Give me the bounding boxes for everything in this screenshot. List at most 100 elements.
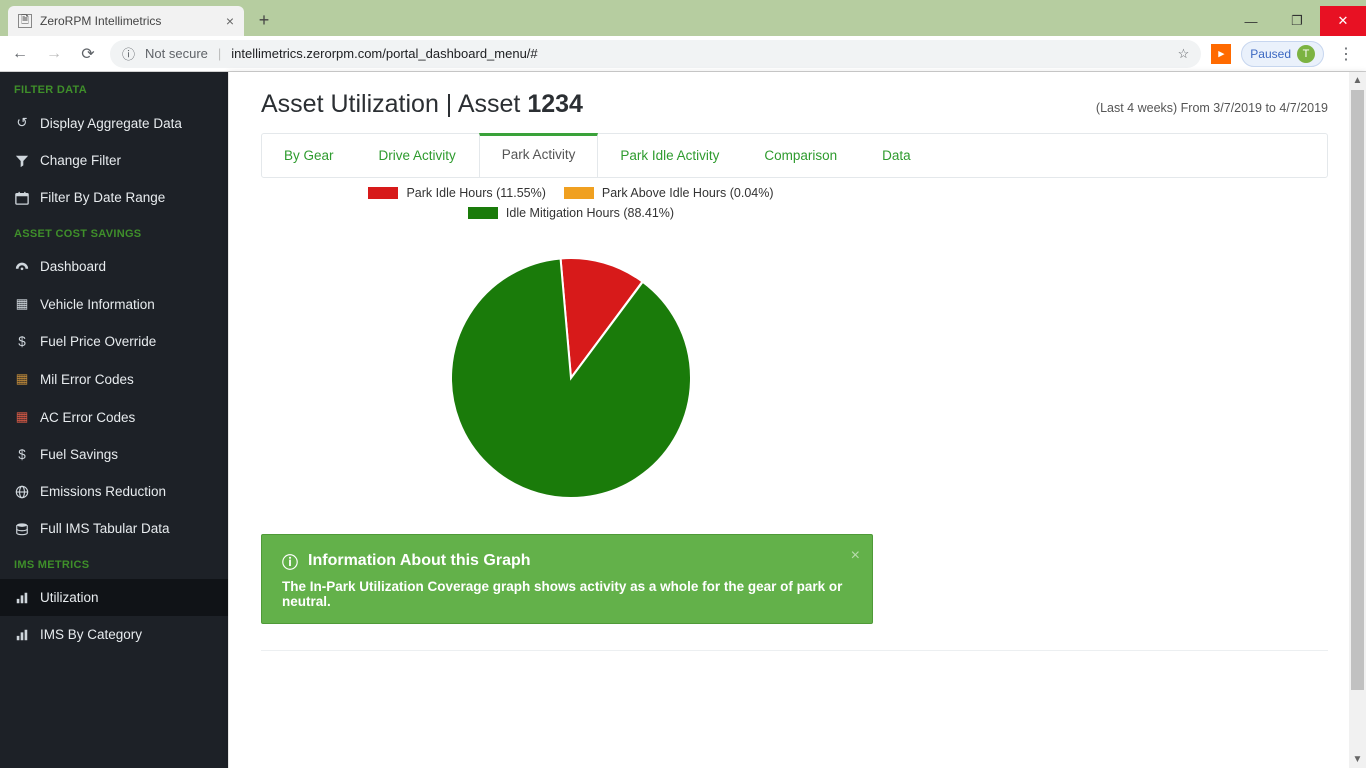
security-info-icon[interactable]: ⓘ (122, 44, 135, 63)
browser-titlebar: 🗎 ZeroRPM Intellimetrics × + — ❐ ✕ (0, 0, 1366, 36)
page-header: Asset Utilization | Asset 1234 (Last 4 w… (261, 90, 1328, 119)
sidebar-item-change-filter[interactable]: Change Filter (0, 142, 228, 179)
sidebar-item-label: IMS By Category (40, 627, 142, 642)
sidebar-section-title: IMS METRICS (0, 547, 228, 579)
bookmark-star-icon[interactable]: ☆ (1178, 46, 1190, 62)
url-text: intellimetrics.zerorpm.com/portal_dashbo… (231, 46, 537, 61)
filter-by-date-range-icon (14, 191, 30, 205)
tab-favicon-icon: 🗎 (18, 14, 32, 28)
legend-label: Park Idle Hours (11.55%) (406, 186, 545, 200)
window-minimize-button[interactable]: — (1228, 6, 1274, 36)
browser-tab[interactable]: 🗎 ZeroRPM Intellimetrics × (8, 6, 244, 36)
sidebar-item-ac-error-codes[interactable]: ▦ AC Error Codes (0, 398, 228, 436)
sidebar-section-title: FILTER DATA (0, 72, 228, 104)
utilization-icon (14, 591, 30, 605)
mil-error-codes-icon: ▦ (14, 371, 30, 387)
legend-swatch (368, 187, 398, 199)
fuel-savings-icon: $ (14, 447, 30, 462)
browser-toolbar: ← → ⟳ ⓘ Not secure | intellimetrics.zero… (0, 36, 1366, 72)
window-close-button[interactable]: ✕ (1320, 6, 1366, 36)
sidebar-section-title: ASSET COST SAVINGS (0, 216, 228, 248)
sidebar-item-display-aggregate-data[interactable]: ↺ Display Aggregate Data (0, 104, 228, 142)
app-root: FILTER DATA ↺ Display Aggregate Data Change… (0, 72, 1366, 768)
tab-park-idle-activity[interactable]: Park Idle Activity (598, 134, 742, 177)
scroll-up-icon[interactable]: ▲ (1349, 72, 1366, 89)
sidebar-item-label: Vehicle Information (40, 297, 155, 312)
pie-chart (281, 228, 861, 528)
legend-item: Park Idle Hours (11.55%) (368, 186, 545, 200)
sidebar-item-label: Change Filter (40, 153, 121, 168)
new-tab-button[interactable]: + (250, 6, 278, 34)
sidebar-item-mil-error-codes[interactable]: ▦ Mil Error Codes (0, 360, 228, 398)
browser-menu-button[interactable]: ⋮ (1334, 44, 1358, 64)
sidebar-item-full-ims-tabular[interactable]: Full IMS Tabular Data (0, 510, 228, 547)
sidebar-item-filter-by-date-range[interactable]: Filter By Date Range (0, 179, 228, 216)
nav-forward-button[interactable]: → (42, 45, 66, 63)
sidebar-item-label: Display Aggregate Data (40, 116, 182, 131)
sidebar-item-dashboard[interactable]: Dashboard (0, 248, 228, 285)
sidebar-item-label: Mil Error Codes (40, 372, 134, 387)
nav-back-button[interactable]: ← (8, 45, 32, 63)
tab-title: ZeroRPM Intellimetrics (40, 14, 161, 28)
legend-swatch (564, 187, 594, 199)
tab-data[interactable]: Data (860, 134, 934, 177)
sidebar-item-utilization[interactable]: Utilization (0, 579, 228, 616)
main-content: Asset Utilization | Asset 1234 (Last 4 w… (228, 72, 1366, 768)
legend-swatch (468, 207, 498, 219)
sidebar-item-emissions-reduction[interactable]: Emissions Reduction (0, 473, 228, 510)
profile-paused-pill[interactable]: Paused T (1241, 41, 1324, 67)
security-label: Not secure (145, 46, 208, 61)
info-body: The In-Park Utilization Coverage graph s… (282, 579, 852, 609)
sidebar-item-label: Fuel Price Override (40, 334, 156, 349)
sidebar-item-label: AC Error Codes (40, 410, 135, 425)
sidebar-item-vehicle-information[interactable]: ▦ Vehicle Information (0, 285, 228, 323)
page-title: Asset Utilization | Asset 1234 (261, 90, 583, 119)
chart-area: Park Idle Hours (11.55%) Park Above Idle … (261, 186, 881, 528)
page-title-prefix: Asset Utilization | Asset (261, 90, 527, 118)
section-divider (261, 650, 1328, 651)
info-close-icon[interactable]: × (851, 547, 860, 565)
info-icon: ⓘ (282, 549, 298, 573)
extension-icon[interactable]: ▸ (1211, 44, 1231, 64)
display-aggregate-data-icon: ↺ (14, 115, 30, 131)
legend-label: Park Above Idle Hours (0.04%) (602, 186, 774, 200)
fuel-price-override-icon: $ (14, 334, 30, 349)
sidebar-item-label: Fuel Savings (40, 447, 118, 462)
paused-label: Paused (1250, 47, 1291, 61)
tab-drive-activity[interactable]: Drive Activity (357, 134, 479, 177)
sidebar-item-label: Filter By Date Range (40, 190, 165, 205)
sidebar-item-label: Emissions Reduction (40, 484, 166, 499)
legend-item: Park Above Idle Hours (0.04%) (564, 186, 774, 200)
divider: | (218, 46, 221, 61)
scroll-down-icon[interactable]: ▼ (1349, 751, 1366, 768)
sidebar-item-ims-by-category[interactable]: IMS By Category (0, 616, 228, 653)
legend-label: Idle Mitigation Hours (88.41%) (506, 206, 674, 220)
change-filter-icon (14, 154, 30, 168)
vertical-scrollbar[interactable]: ▲ ▼ (1349, 72, 1366, 768)
profile-avatar-icon: T (1297, 45, 1315, 63)
sidebar-item-fuel-price-override[interactable]: $ Fuel Price Override (0, 323, 228, 360)
address-bar[interactable]: ⓘ Not secure | intellimetrics.zerorpm.co… (110, 40, 1201, 68)
window-controls: — ❐ ✕ (1228, 6, 1366, 36)
legend-item: Idle Mitigation Hours (88.41%) (468, 206, 674, 220)
tab-comparison[interactable]: Comparison (742, 134, 860, 177)
tabbar: By GearDrive ActivityPark ActivityPark I… (261, 133, 1328, 178)
info-alert: × ⓘ Information About this Graph The In-… (261, 534, 873, 624)
ims-by-category-icon (14, 628, 30, 642)
sidebar-item-label: Utilization (40, 590, 99, 605)
vehicle-information-icon: ▦ (14, 296, 30, 312)
sidebar-item-fuel-savings[interactable]: $ Fuel Savings (0, 436, 228, 473)
tab-park-activity[interactable]: Park Activity (479, 133, 599, 177)
emissions-reduction-icon (14, 485, 30, 499)
ac-error-codes-icon: ▦ (14, 409, 30, 425)
full-ims-tabular-icon (14, 522, 30, 536)
sidebar: FILTER DATA ↺ Display Aggregate Data Change… (0, 72, 228, 768)
nav-reload-button[interactable]: ⟳ (76, 44, 100, 64)
date-range-label: (Last 4 weeks) From 3/7/2019 to 4/7/2019 (1096, 101, 1328, 115)
tab-close-icon[interactable]: × (226, 13, 234, 29)
scroll-thumb[interactable] (1351, 90, 1364, 690)
dashboard-icon (14, 260, 30, 274)
sidebar-item-label: Dashboard (40, 259, 106, 274)
tab-by-gear[interactable]: By Gear (262, 134, 357, 177)
window-maximize-button[interactable]: ❐ (1274, 6, 1320, 36)
